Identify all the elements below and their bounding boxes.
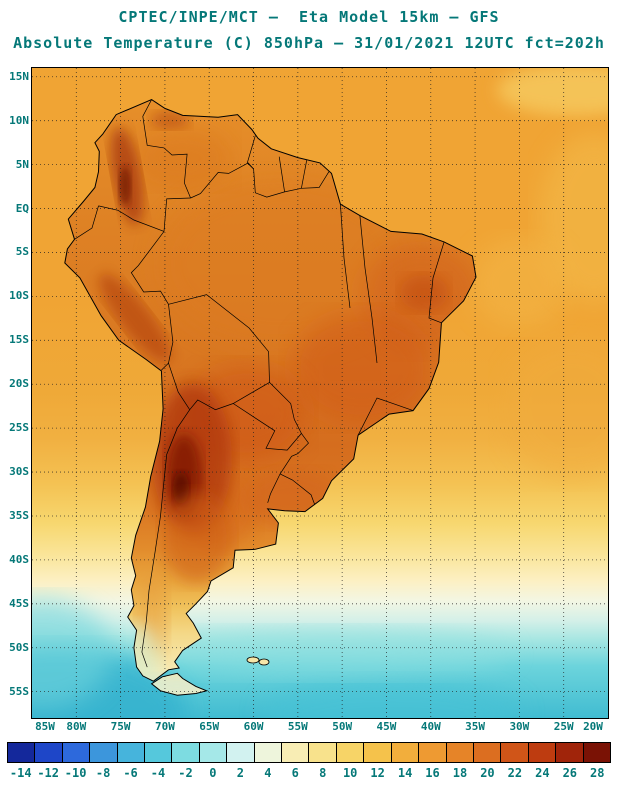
lat-tick-label: 15N <box>9 69 29 83</box>
map-title-line2: Absolute Temperature (C) 850hPa – 31/01/… <box>13 34 605 52</box>
colorbar-swatch <box>226 743 254 762</box>
lon-tick-label: 40W <box>420 720 441 733</box>
lat-tick-label: 35S <box>9 508 29 522</box>
lon-tick-label: 30W <box>509 720 530 733</box>
lon-tick-label: 35W <box>465 720 485 733</box>
colorbar-swatch <box>445 743 473 762</box>
lon-tick-label: 60W <box>243 720 264 733</box>
temperature-map-canvas <box>32 68 608 718</box>
colorbar-tick-label: 2 <box>236 766 244 780</box>
colorbar-swatch <box>363 743 391 762</box>
lon-tick-label: 45W <box>376 720 397 733</box>
colorbar-tick-label: 6 <box>291 766 299 780</box>
lon-tick-label: 85W <box>35 720 55 733</box>
colorbar-tick-label: -14 <box>9 766 32 780</box>
colorbar-swatch <box>253 743 282 762</box>
lon-tick-label: 20W <box>583 720 603 733</box>
lon-tick-label: 50W <box>332 720 353 733</box>
lon-tick-label: 75W <box>110 720 131 733</box>
colorbar-tick-label: 22 <box>507 766 523 780</box>
map-frame <box>31 67 609 719</box>
lat-tick-label: 10N <box>9 113 29 127</box>
colorbar-swatch <box>418 743 446 762</box>
lon-tick-label: 80W <box>66 720 87 733</box>
colorbar-swatch <box>582 743 610 762</box>
colorbar-tick-label: -2 <box>178 766 193 780</box>
colorbar-swatch <box>472 743 501 762</box>
lat-tick-label: 15S <box>9 333 29 347</box>
country-borders <box>74 99 445 668</box>
lat-tick-label: 45S <box>9 596 29 610</box>
colorbar-tick-label: 8 <box>319 766 327 780</box>
falkland-islands <box>246 656 270 666</box>
colorbar-tick-label: 24 <box>535 766 550 780</box>
lon-tick-label: 25W <box>553 720 574 733</box>
colorbar-tick-label: 14 <box>397 766 413 780</box>
lat-tick-label: 5N <box>15 157 29 171</box>
lat-tick-label: 55S <box>9 684 29 698</box>
colorbar-swatch <box>116 743 145 762</box>
colorbar-swatch <box>89 743 117 762</box>
colorbar-swatch <box>171 743 199 762</box>
colorbar-swatch <box>61 743 90 762</box>
ocean-temperature-blobs <box>32 68 608 718</box>
map-title-line1: CPTEC/INPE/MCT – Eta Model 15km – GFS <box>118 8 500 26</box>
temperature-colorbar <box>7 742 611 763</box>
lat-tick-label: 30S <box>9 465 29 479</box>
colorbar-swatch <box>281 743 309 762</box>
colorbar-tick-label: 0 <box>209 766 217 780</box>
colorbar-tick-label: -8 <box>95 766 111 780</box>
colorbar-tick-label: 10 <box>342 766 358 780</box>
colorbar-tick-label: -10 <box>64 766 87 780</box>
colorbar-swatch <box>555 743 583 762</box>
colorbar-scale: -14 -12 -10 -8 -6 -4 -2 0 2 4 6 8 10 12 14 16 18 20 22 24 26… <box>7 766 611 780</box>
colorbar-swatch <box>144 743 172 762</box>
colorbar-tick-label: 20 <box>480 766 495 780</box>
colorbar-tick-label: -6 <box>123 766 138 780</box>
colorbar-tick-label: 12 <box>370 766 385 780</box>
lon-tick-label: 55W <box>287 720 308 733</box>
lon-tick-label: 70W <box>154 720 175 733</box>
lon-tick-label: 65W <box>199 720 220 733</box>
colorbar-swatch <box>34 743 62 762</box>
lat-tick-label: EQ <box>15 201 29 215</box>
colorbar-tick-label: -12 <box>37 766 60 780</box>
lat-tick-label: 5S <box>15 245 29 259</box>
colorbar-tick-label: -4 <box>150 766 166 780</box>
colorbar-swatch <box>335 743 364 762</box>
colorbar-tick-label: 4 <box>264 766 272 780</box>
colorbar-swatch <box>308 743 336 762</box>
colorbar-tick-label: 16 <box>425 766 440 780</box>
grid-lines <box>32 68 608 718</box>
colorbar-swatch <box>390 743 419 762</box>
lat-tick-label: 25S <box>9 421 29 435</box>
colorbar-tick-label: 26 <box>562 766 578 780</box>
colorbar-tick-label: 18 <box>452 766 468 780</box>
lat-tick-label: 10S <box>9 289 29 303</box>
lat-tick-label: 20S <box>9 377 29 391</box>
colorbar-tick-label: 28 <box>590 766 605 780</box>
colorbar-swatch <box>500 743 528 762</box>
lat-tick-label: 50S <box>9 640 29 654</box>
lat-tick-label: 40S <box>9 552 29 566</box>
colorbar-swatch <box>527 743 556 762</box>
colorbar-swatch <box>198 743 227 762</box>
colorbar-swatch <box>8 743 35 762</box>
